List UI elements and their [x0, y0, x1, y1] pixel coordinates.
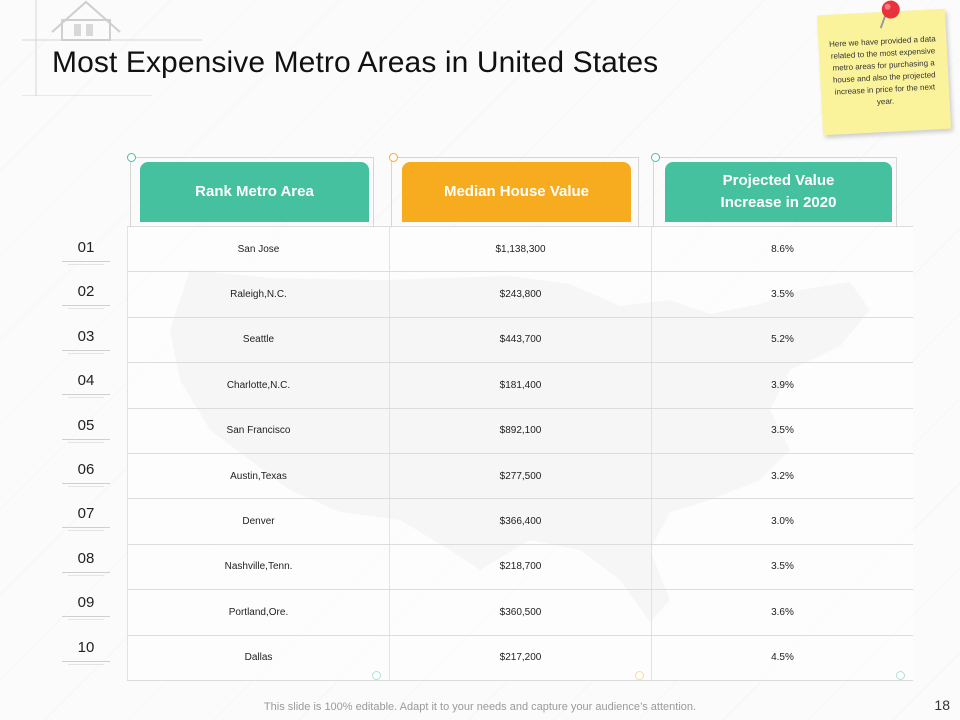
- table-row: Dallas $217,200 4.5%: [127, 634, 913, 681]
- table-row: San Francisco $892,100 3.5%: [127, 407, 913, 453]
- cell-projected-increase: 3.5%: [651, 408, 913, 453]
- cell-median-value: $218,700: [389, 544, 651, 590]
- cell-median-value: $243,800: [389, 272, 651, 317]
- rank-number: 07: [62, 494, 110, 538]
- cell-projected-increase: 3.0%: [651, 499, 913, 544]
- house-logo-icon: [22, 0, 202, 96]
- cell-median-value: $443,700: [389, 317, 651, 363]
- table-row: San Jose $1,138,300 8.6%: [127, 226, 913, 272]
- header-rank-metro-area: Rank Metro Area: [140, 162, 369, 222]
- column-frame: [391, 157, 639, 228]
- header-median-house-value: Median House Value: [402, 162, 631, 222]
- cell-projected-increase: 3.9%: [651, 363, 913, 408]
- sticky-note: Here we have provided a data related to …: [816, 0, 952, 136]
- corner-dot: [127, 153, 136, 162]
- cell-metro-area: Portland,Ore.: [127, 590, 389, 635]
- cell-metro-area: Seattle: [127, 317, 389, 363]
- page-title: Most Expensive Metro Areas in United Sta…: [52, 46, 659, 79]
- cell-projected-increase: 5.2%: [651, 317, 913, 363]
- column-frame: [130, 157, 374, 228]
- table-row: Seattle $443,700 5.2%: [127, 316, 913, 363]
- cell-metro-area: Nashville,Tenn.: [127, 544, 389, 590]
- rank-number: 01: [62, 228, 110, 272]
- rank-list: 01 02 03 04 05 06 07 08 09 10: [62, 228, 110, 672]
- cell-metro-area: Dallas: [127, 635, 389, 680]
- rank-number: 06: [62, 450, 110, 494]
- cell-projected-increase: 3.2%: [651, 453, 913, 499]
- metro-table: San Jose $1,138,300 8.6% Raleigh,N.C. $2…: [127, 226, 913, 681]
- header-projected-increase: Projected Value Increase in 2020: [665, 162, 892, 222]
- column-frame: [653, 157, 897, 228]
- corner-dot: [389, 153, 398, 162]
- cell-projected-increase: 4.5%: [651, 635, 913, 680]
- table-row: Austin,Texas $277,500 3.2%: [127, 452, 913, 499]
- page-number: 18: [934, 697, 950, 713]
- cell-median-value: $360,500: [389, 590, 651, 635]
- cell-median-value: $181,400: [389, 363, 651, 408]
- table-row: Denver $366,400 3.0%: [127, 498, 913, 544]
- table-row: Nashville,Tenn. $218,700 3.5%: [127, 543, 913, 590]
- rank-number: 02: [62, 272, 110, 316]
- cell-median-value: $366,400: [389, 499, 651, 544]
- cell-metro-area: Denver: [127, 499, 389, 544]
- rank-number: 09: [62, 583, 110, 627]
- cell-median-value: $217,200: [389, 635, 651, 680]
- cell-projected-increase: 3.6%: [651, 590, 913, 635]
- table-row: Raleigh,N.C. $243,800 3.5%: [127, 271, 913, 317]
- cell-projected-increase: 3.5%: [651, 272, 913, 317]
- cell-metro-area: San Francisco: [127, 408, 389, 453]
- header-projected-label: Projected Value Increase in 2020: [720, 172, 837, 211]
- note-text: Here we have provided a data related to …: [828, 34, 936, 107]
- cell-median-value: $1,138,300: [389, 227, 651, 272]
- rank-number: 03: [62, 317, 110, 361]
- cell-projected-increase: 8.6%: [651, 227, 913, 272]
- cell-metro-area: Charlotte,N.C.: [127, 363, 389, 408]
- cell-metro-area: Austin,Texas: [127, 453, 389, 499]
- rank-number: 08: [62, 539, 110, 583]
- cell-metro-area: Raleigh,N.C.: [127, 272, 389, 317]
- rank-number: 05: [62, 406, 110, 450]
- table-row: Charlotte,N.C. $181,400 3.9%: [127, 362, 913, 408]
- footer-text: This slide is 100% editable. Adapt it to…: [263, 701, 697, 713]
- rank-number: 04: [62, 361, 110, 405]
- cell-projected-increase: 3.5%: [651, 544, 913, 590]
- rank-number: 10: [62, 628, 110, 672]
- table-row: Portland,Ore. $360,500 3.6%: [127, 589, 913, 635]
- cell-metro-area: San Jose: [127, 227, 389, 272]
- cell-median-value: $892,100: [389, 408, 651, 453]
- cell-median-value: $277,500: [389, 453, 651, 499]
- push-pin-icon: [879, 0, 900, 29]
- corner-dot: [651, 153, 660, 162]
